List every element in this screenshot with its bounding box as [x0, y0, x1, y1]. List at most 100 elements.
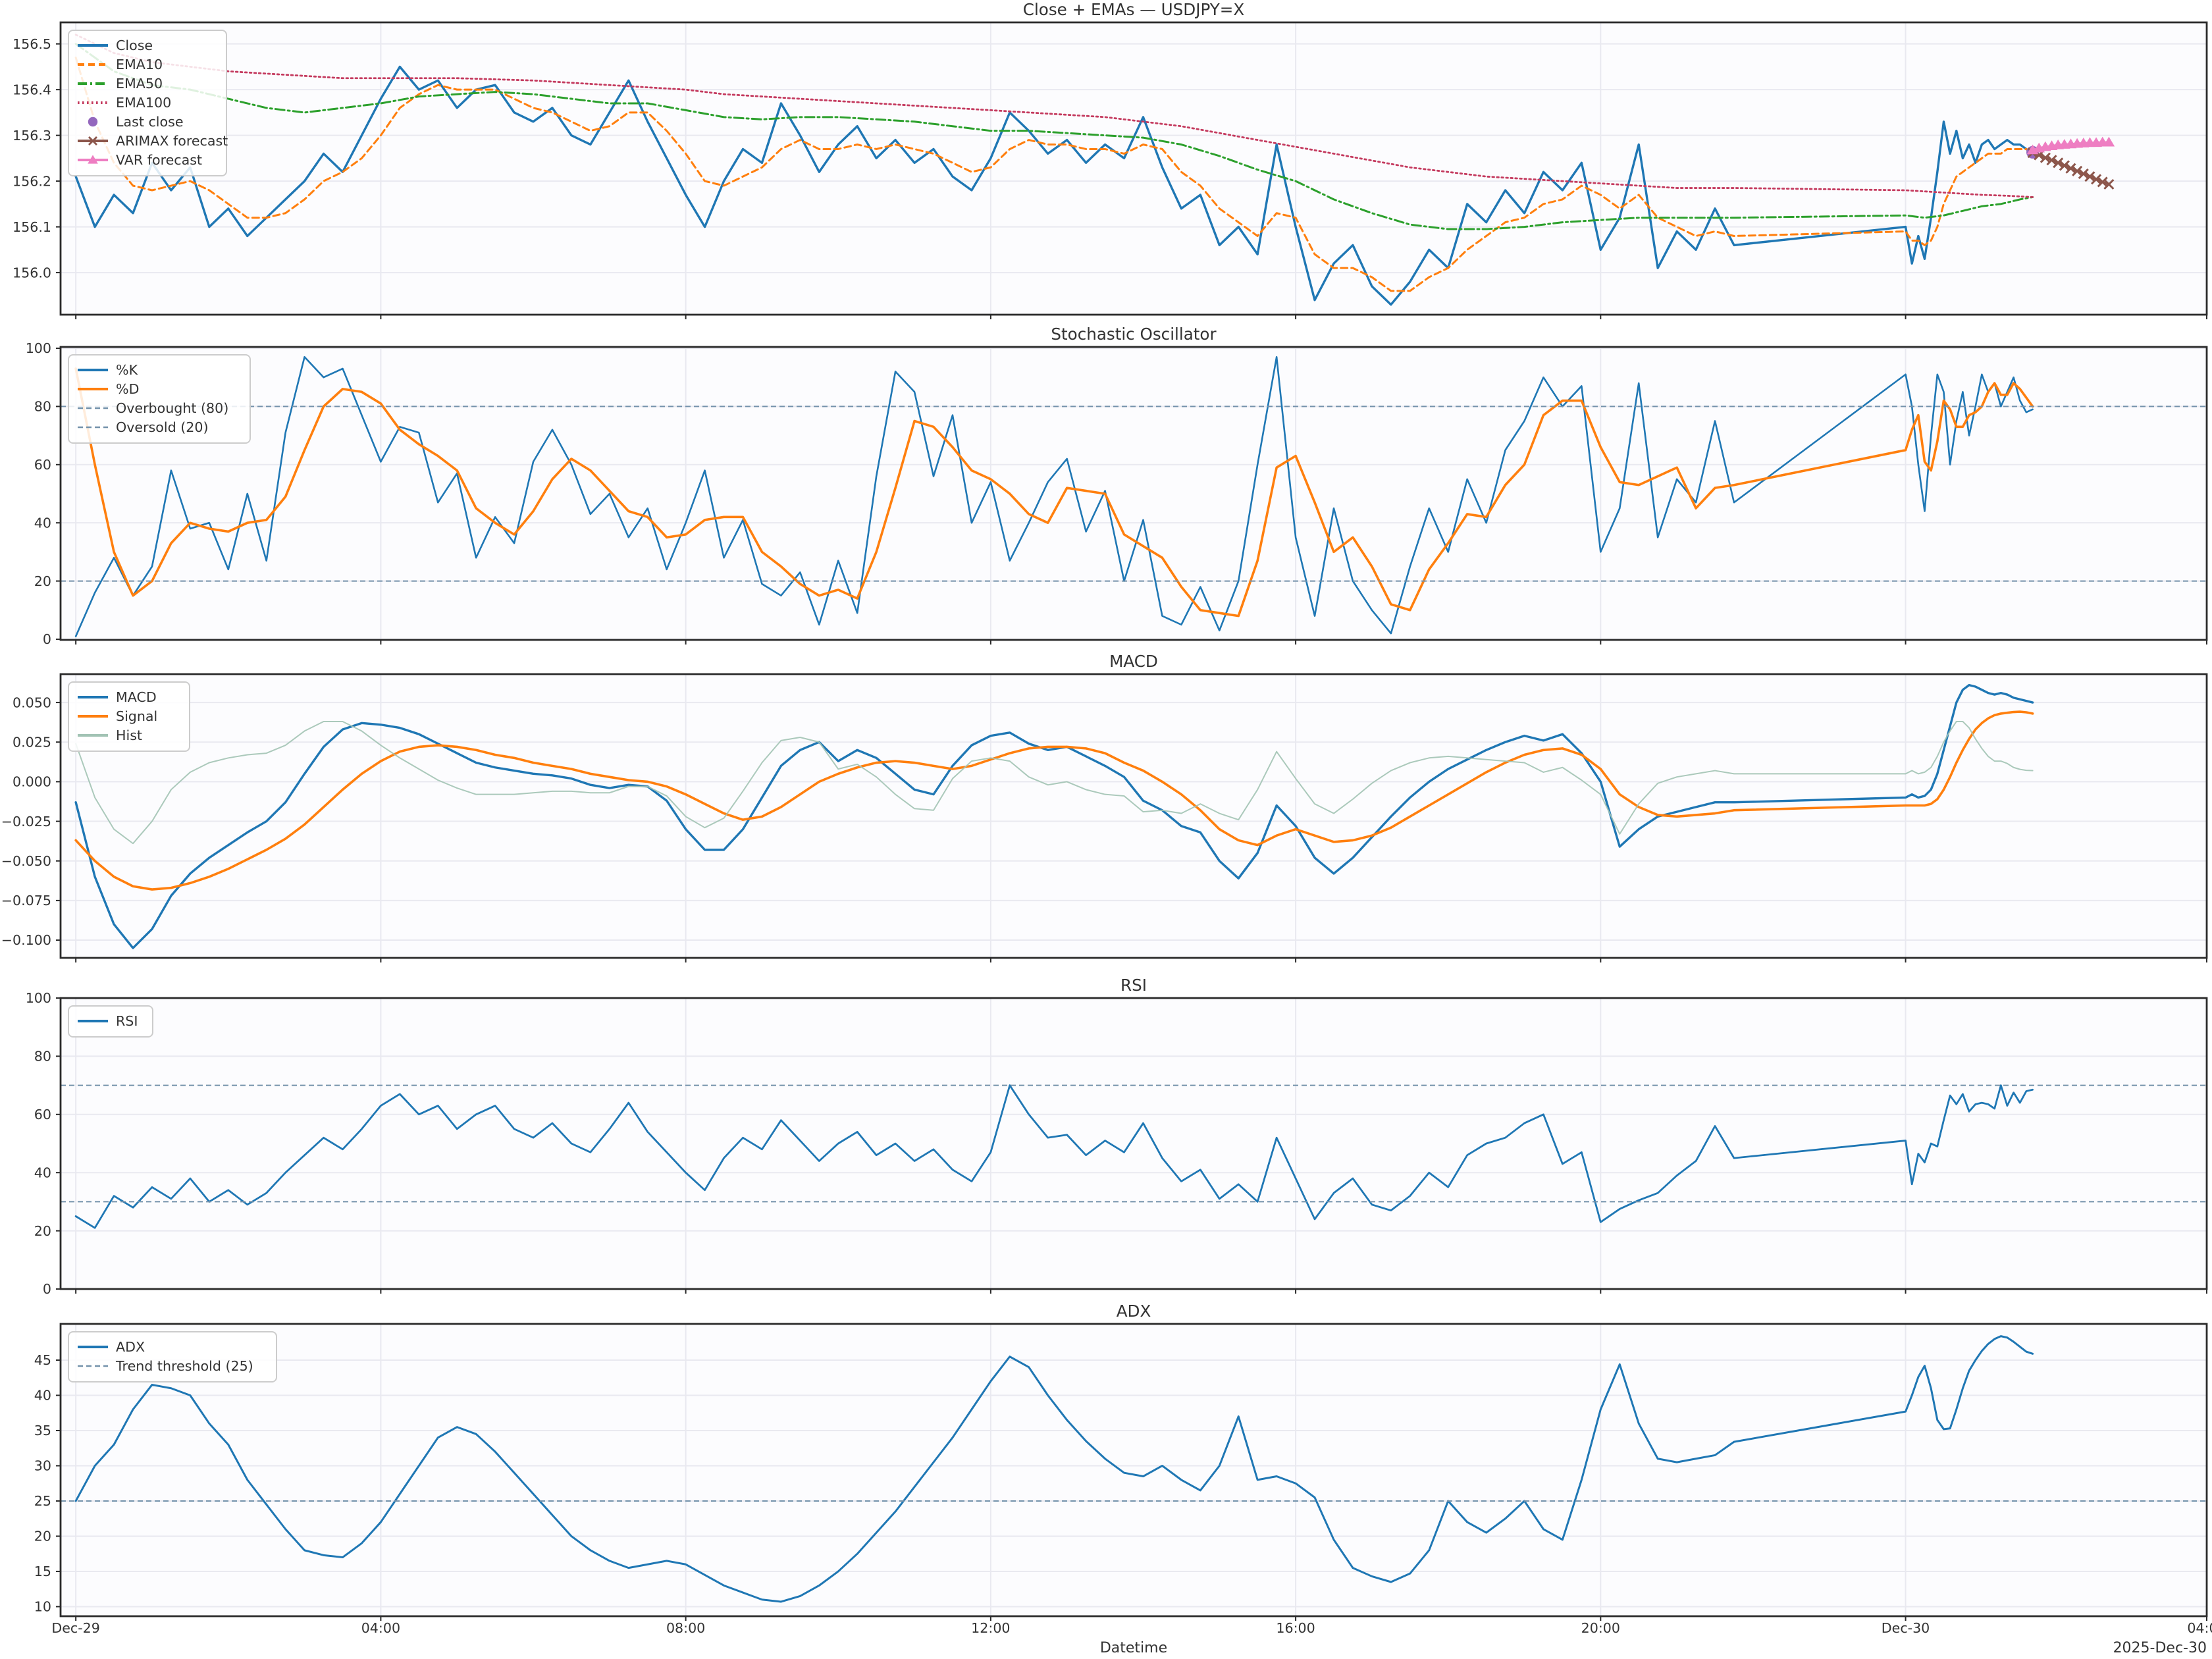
ytick-label: 40	[34, 515, 51, 531]
series-ema100-line	[74, 34, 2034, 198]
ytick-label: 45	[34, 1352, 51, 1368]
panel-price: 156.5 156.4 156.3 156.2 156.1 156.0 Close + EM…	[13, 0, 2208, 319]
ytick-label: 80	[34, 399, 51, 415]
legend-box	[68, 1331, 277, 1382]
series-ema50-line	[74, 43, 2034, 230]
ytick-label: 100	[26, 990, 51, 1006]
legend-label: EMA100	[116, 95, 171, 111]
series-arimax-forecast-x-marker	[2097, 176, 2108, 188]
legend-box	[68, 1005, 153, 1038]
series-signal-line	[74, 710, 2034, 891]
panel-adx-bg	[61, 1324, 2207, 1616]
panel-rsi-bg	[61, 998, 2207, 1289]
series--k-line	[74, 356, 2034, 637]
legend-sample-dot	[88, 117, 98, 127]
ytick-label: 40	[34, 1165, 51, 1180]
x-axis-label: Datetime	[1100, 1640, 1167, 1656]
xtick-label: 16:00	[1276, 1620, 1315, 1636]
legend-stoch: %K %D Overbought (80) Oversold (20)	[68, 354, 251, 444]
ytick-label: 20	[34, 1223, 51, 1239]
panel-title-rsi: RSI	[1120, 976, 1147, 995]
ytick-label: 10	[34, 1599, 51, 1615]
ytick-label: 30	[34, 1458, 51, 1474]
series-close-line	[74, 65, 2034, 306]
legend-adx: ADX Trend threshold (25)	[68, 1331, 277, 1382]
series-arimax-forecast-x-marker	[2103, 178, 2115, 190]
ytick-label: 0.000	[13, 774, 51, 790]
legend-label: EMA50	[116, 76, 163, 92]
panel-macd: 0.050 0.025 0.000 −0.025 −0.050 −0.075 −0.100 M…	[1, 652, 2208, 962]
ytick-label: 40	[34, 1388, 51, 1404]
panel-title-price: Close + EMAs — USDJPY=X	[1023, 0, 1245, 19]
legend-label: Close	[116, 38, 153, 53]
panel-price-bg	[61, 22, 2207, 315]
xtick-label: Dec-29	[51, 1620, 100, 1636]
series-arimax-forecast-x-marker	[2072, 165, 2083, 176]
ytick-label: 156.1	[13, 219, 51, 235]
ytick-label: 0.050	[13, 695, 51, 710]
series-arimax-forecast-x-marker	[2084, 171, 2095, 182]
legend-box	[68, 30, 227, 176]
xtick-label: 20:00	[1581, 1620, 1620, 1636]
panel-stoch-spines	[59, 346, 2208, 641]
panel-adx: 45 40 35 30 25 20 15 10 ADX ADX Trend threshold (2…	[34, 1302, 2208, 1621]
ytick-label: −0.050	[1, 853, 51, 869]
legend-label: Signal	[116, 708, 157, 724]
legend-macd: MACD Signal Hist	[68, 681, 190, 752]
legend-label: Trend threshold (25)	[115, 1358, 253, 1374]
panel-rsi-spines	[59, 997, 2208, 1290]
series-arimax-forecast-x-marker	[2091, 174, 2102, 185]
ytick-label: 156.5	[13, 36, 51, 52]
series-adx-line	[74, 1335, 2034, 1603]
series-ema10-line	[74, 57, 2034, 292]
ytick-label: 156.0	[13, 265, 51, 280]
ytick-label: 0.025	[13, 734, 51, 750]
series-arimax-forecast-x-marker	[2046, 155, 2057, 166]
ytick-label: 80	[34, 1049, 51, 1065]
series-var-forecast-tri-marker	[2103, 136, 2115, 147]
ytick-label: 156.3	[13, 128, 51, 144]
ytick-label: −0.100	[1, 932, 51, 948]
panel-macd-spines	[59, 673, 2208, 959]
legend-price: Close EMA10 EMA50 EMA100 Last close ARIMAX fo…	[68, 30, 228, 176]
ytick-label: 60	[34, 457, 51, 473]
panel-rsi: 100 80 60 40 20 0 RSI RSI	[26, 976, 2208, 1297]
legend-label: Oversold (20)	[116, 419, 208, 435]
ytick-label: −0.025	[1, 814, 51, 830]
panel-title-macd: MACD	[1109, 652, 1158, 671]
legend-label: ARIMAX forecast	[116, 133, 228, 149]
series-arimax-forecast-x-marker	[2040, 152, 2051, 163]
series--d-line	[74, 367, 2034, 618]
legend-label: Hist	[116, 727, 142, 743]
series-rsi-line	[74, 1084, 2034, 1229]
legend-label: %K	[116, 362, 138, 378]
xtick-label: 08:00	[666, 1620, 705, 1636]
ytick-label: 0	[43, 1281, 51, 1297]
series-macd-line	[74, 683, 2034, 949]
ytick-label: 156.2	[13, 173, 51, 189]
ytick-label: 0	[43, 631, 51, 647]
legend-label: Overbought (80)	[116, 400, 228, 416]
panel-stoch-bg	[61, 347, 2207, 640]
legend-sample-x	[88, 136, 97, 145]
legend-box	[68, 681, 190, 752]
ytick-label: −0.075	[1, 893, 51, 908]
series-arimax-forecast-x-marker	[2053, 157, 2064, 169]
panel-adx-spines	[59, 1323, 2208, 1618]
xtick-label: Dec-30	[1882, 1620, 1930, 1636]
xtick-label: 04:00	[2187, 1620, 2212, 1636]
panel-price-spines	[59, 21, 2208, 316]
ytick-label: 100	[26, 340, 51, 356]
xtick-label: 04:00	[361, 1620, 400, 1636]
panel-title-stoch: Stochastic Oscillator	[1051, 325, 1217, 344]
series-hist-line	[75, 720, 2034, 845]
legend-box	[68, 354, 251, 444]
ytick-label: 20	[34, 573, 51, 589]
legend-label: %D	[116, 381, 139, 397]
legend-sample-tri	[88, 155, 98, 164]
legend-label: EMA10	[116, 57, 163, 72]
legend-rsi: RSI	[68, 1005, 153, 1038]
panel-title-adx: ADX	[1117, 1302, 1151, 1321]
